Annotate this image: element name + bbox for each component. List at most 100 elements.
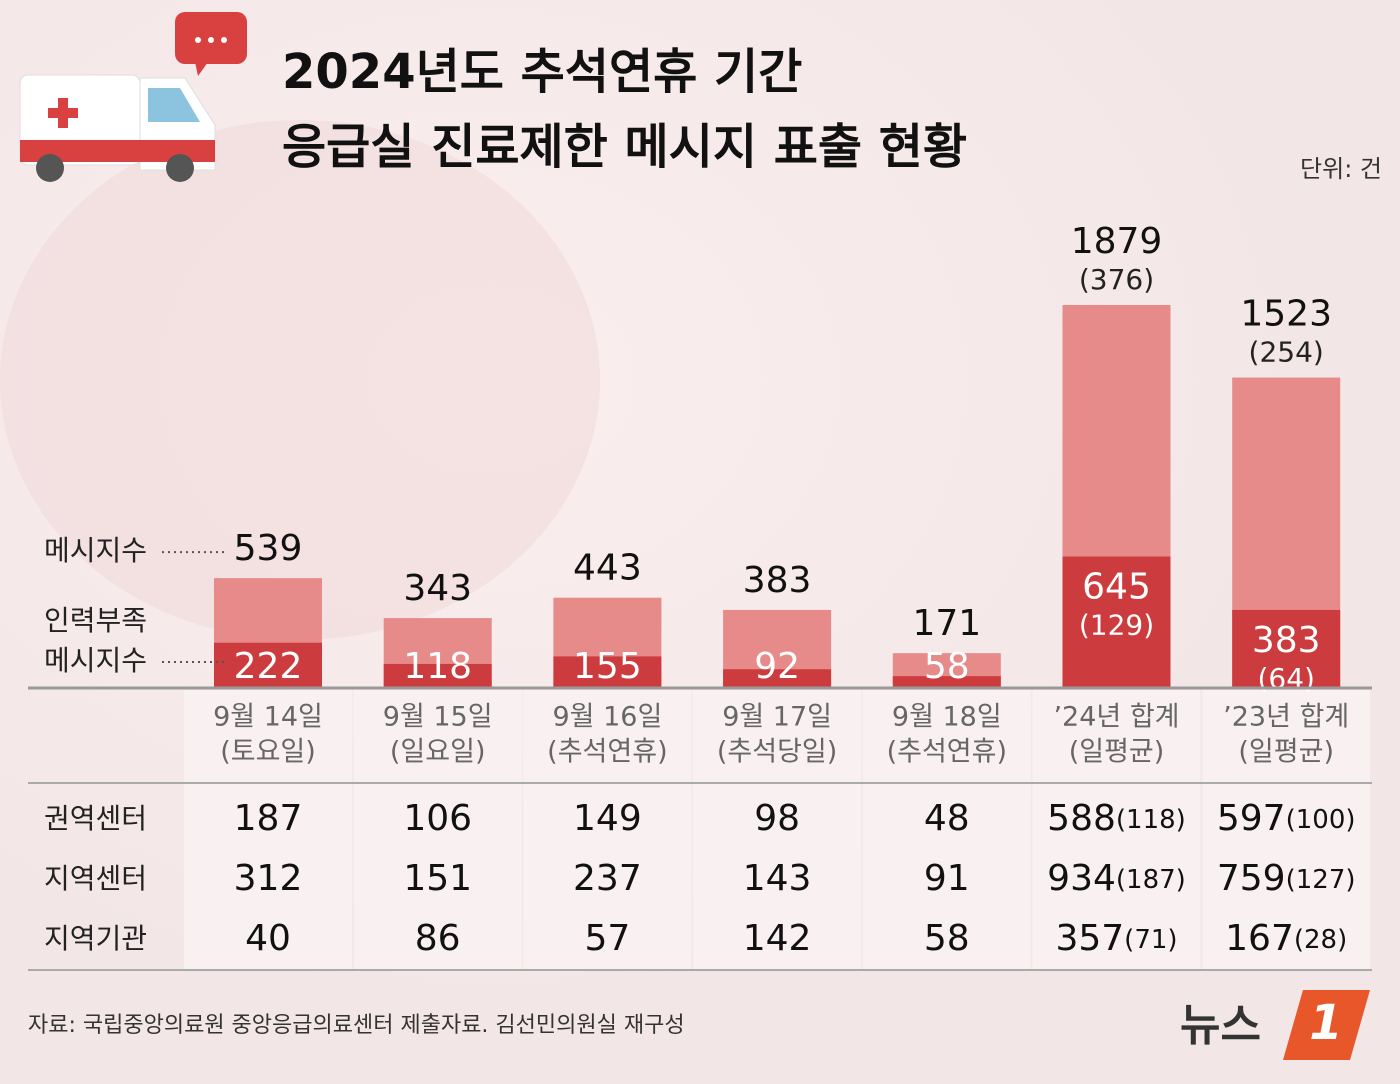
cell: 934(187)	[1047, 858, 1186, 899]
bar	[1232, 609, 1341, 688]
category-label: (일요일)	[390, 737, 486, 768]
category-label: (추석연휴)	[547, 737, 667, 768]
column-band	[184, 690, 352, 970]
value-label: 383	[743, 560, 812, 601]
cell-value: 40	[245, 918, 291, 959]
cell-value: 237	[573, 858, 642, 899]
category-label: 9월 15일	[383, 702, 493, 733]
category-label: (추석연휴)	[887, 737, 1007, 768]
title-line: 응급실 진료제한 메시지 표출 현황	[282, 119, 967, 175]
photo-backdrop	[0, 120, 600, 640]
cell-value: 149	[573, 798, 642, 839]
value-label: 92	[754, 646, 800, 687]
average-label: (376)	[1079, 263, 1154, 296]
logo-text: 뉴스	[1180, 1000, 1261, 1051]
logo-badge	[1283, 990, 1370, 1060]
column-band	[1032, 690, 1201, 970]
category-label: 9월 16일	[552, 702, 662, 733]
cell: 151	[403, 858, 472, 899]
cell: 142	[743, 918, 812, 959]
cell-value: 48	[924, 798, 970, 839]
cell-value: 143	[743, 858, 812, 899]
row-label: 지역기관	[44, 922, 147, 955]
cell-average: (100)	[1286, 805, 1356, 835]
cell-value: 106	[403, 798, 472, 839]
value-label: 343	[403, 568, 472, 609]
value-label: 383	[1252, 620, 1321, 661]
bar	[214, 642, 322, 688]
value-label: 222	[234, 646, 303, 687]
cell: 57	[584, 918, 630, 959]
title-line: 2024년도 추석연휴 기간	[282, 44, 802, 100]
category-label: (일평균)	[1238, 737, 1334, 768]
cell-average: (71)	[1124, 925, 1177, 955]
cell: 91	[924, 858, 970, 899]
cell: 149	[573, 798, 642, 839]
value-label: 443	[573, 548, 642, 589]
cell-value: 167	[1225, 918, 1294, 959]
cell: 58	[924, 918, 970, 959]
cell: 86	[415, 918, 461, 959]
category-label: 9월 14일	[213, 702, 323, 733]
column-band	[523, 690, 692, 970]
average-label: (64)	[1257, 662, 1314, 695]
cell: 106	[403, 798, 472, 839]
cell: 40	[245, 918, 291, 959]
source: 자료: 국립중앙의료원 중앙응급의료센터 제출자료. 김선민의원실 재구성	[28, 1013, 685, 1038]
category-label: (토요일)	[220, 737, 316, 768]
bar	[553, 656, 662, 688]
cell-value: 98	[754, 798, 800, 839]
cell-value: 91	[924, 858, 970, 899]
cell-value: 58	[924, 918, 970, 959]
legend-label: 인력부족 메시지수	[44, 604, 147, 677]
plot-area: 539 343 443 383 171 1879(376) 1523(254) 222 118 1…	[28, 221, 1372, 971]
average-label: (254)	[1249, 336, 1324, 369]
bar	[1062, 556, 1171, 688]
legend-label: 메시지수	[44, 534, 147, 567]
category-label: (추석당일)	[717, 737, 837, 768]
value-label: 1523	[1240, 294, 1332, 335]
cell-value: 759	[1217, 858, 1286, 899]
cell: 597(100)	[1217, 798, 1356, 839]
category-label: ’24년 합계	[1053, 702, 1179, 733]
cell: 357(71)	[1055, 918, 1177, 959]
cell-value: 151	[403, 858, 472, 899]
cell: 167(28)	[1225, 918, 1347, 959]
category-label: (일평균)	[1069, 737, 1165, 768]
unit-label: 단위: 건	[1300, 155, 1382, 183]
cell-average: (118)	[1116, 805, 1186, 835]
column-band	[1202, 690, 1371, 970]
cell-average: (28)	[1294, 925, 1347, 955]
cell-value: 187	[234, 798, 303, 839]
cell: 143	[743, 858, 812, 899]
cell: 759(127)	[1217, 858, 1356, 899]
bar	[723, 669, 832, 688]
value-label: 1879	[1071, 221, 1163, 262]
category-label: 9월 18일	[892, 702, 1002, 733]
cell-value: 357	[1055, 918, 1124, 959]
cell-value: 934	[1047, 858, 1116, 899]
column-band	[862, 690, 1031, 970]
cell-value: 597	[1217, 798, 1286, 839]
row-label: 권역센터	[44, 802, 147, 835]
value-label: 58	[924, 646, 970, 687]
cell-value: 312	[234, 858, 303, 899]
value-label: 155	[573, 646, 642, 687]
cell-average: (187)	[1116, 865, 1186, 895]
cell: 312	[234, 858, 303, 899]
cell-average: (127)	[1286, 865, 1356, 895]
cell: 98	[754, 798, 800, 839]
category-label: 9월 17일	[722, 702, 832, 733]
cell-value: 57	[584, 918, 630, 959]
value-label: 118	[403, 646, 472, 687]
cell: 588(118)	[1047, 798, 1186, 839]
value-label: 171	[912, 603, 981, 644]
bar	[892, 676, 1001, 688]
cell-value: 142	[743, 918, 812, 959]
cell: 237	[573, 858, 642, 899]
column-band	[693, 690, 862, 970]
average-label: (129)	[1079, 609, 1154, 642]
logo-mark: 1	[1309, 995, 1342, 1051]
